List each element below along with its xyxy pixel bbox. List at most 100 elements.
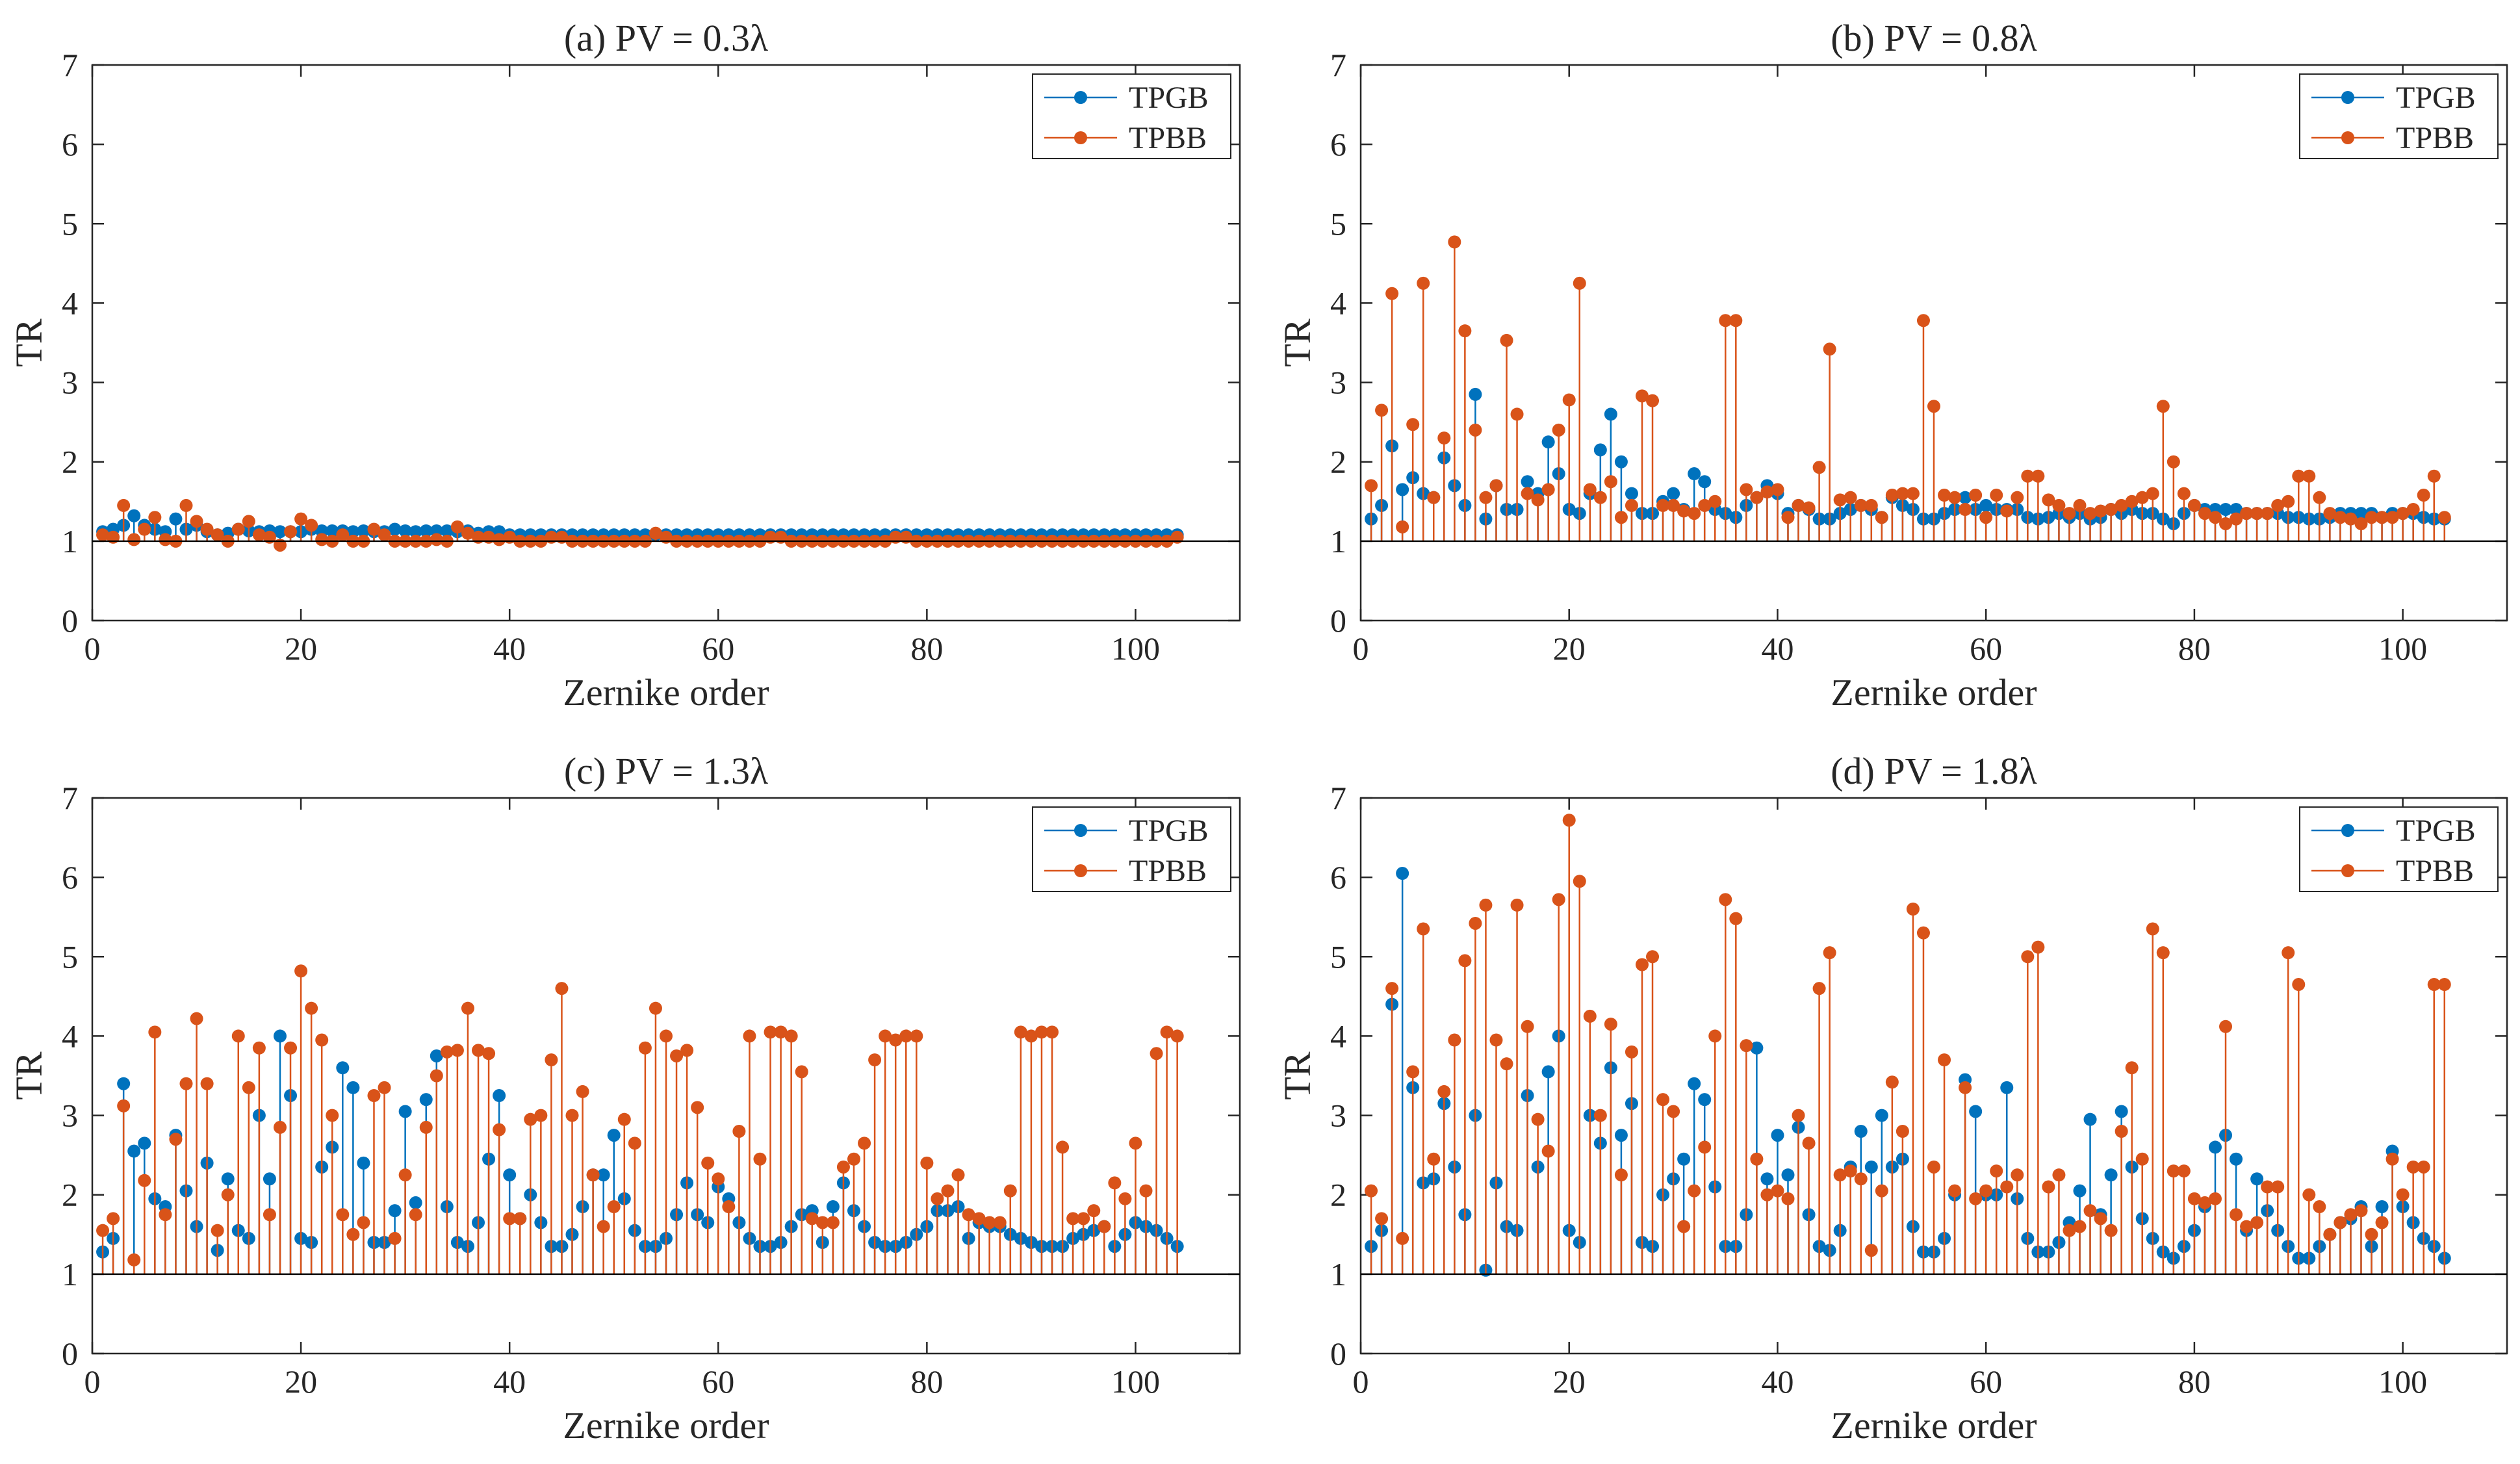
marker-tpbb — [1938, 1053, 1951, 1067]
marker-tpbb — [190, 1012, 203, 1025]
marker-tpbb — [617, 1112, 631, 1126]
marker-tpbb — [2125, 494, 2139, 508]
marker-tpbb — [910, 1029, 923, 1043]
chart-panel-0: 0 20 40 60 80 100 0 1 2 3 4 5 6 7 (a) PV = 0.3λ Zernike… — [8, 17, 1241, 713]
legend-box — [2299, 73, 2499, 159]
marker-tpbb — [1906, 903, 1920, 916]
marker-tpbb — [1823, 342, 1836, 356]
marker-tpbb — [1035, 1025, 1048, 1039]
marker-tpbb — [2375, 511, 2389, 524]
marker-tpbb — [847, 1152, 860, 1166]
marker-tpbb — [1885, 1075, 1899, 1089]
marker-tpgb — [2104, 1168, 2118, 1182]
x-tick-label: 0 — [1353, 630, 1369, 667]
marker-tpbb — [1771, 483, 1784, 496]
marker-tpbb — [2073, 498, 2087, 512]
marker-tpgb — [440, 524, 454, 537]
marker-tpgb — [826, 1200, 840, 1214]
marker-tpbb — [179, 498, 193, 512]
marker-tpgb — [2230, 1152, 2243, 1166]
marker-tpbb — [2135, 1152, 2149, 1166]
marker-tpbb — [1160, 1025, 1174, 1039]
marker-tpbb — [1708, 494, 1722, 508]
marker-tpgb — [419, 1093, 433, 1107]
marker-tpbb — [1864, 498, 1878, 512]
y-tick-label: 7 — [1330, 47, 1346, 83]
legend-box — [1032, 73, 1231, 159]
marker-tpbb — [388, 1231, 402, 1245]
marker-tpbb — [2302, 1188, 2316, 1201]
marker-tpgb — [409, 525, 422, 539]
marker-tpbb — [461, 526, 474, 540]
marker-tpbb — [2083, 1204, 2097, 1218]
x-tick-label: 80 — [910, 1363, 943, 1400]
marker-tpgb — [1593, 443, 1607, 457]
marker-tpgb — [1688, 467, 1701, 481]
marker-tpbb — [1969, 1192, 1983, 1205]
legend-swatch-marker — [2341, 91, 2354, 104]
legend-label: TPBB — [2396, 854, 2474, 888]
series-tpbb — [96, 964, 1184, 1274]
marker-tpbb — [2334, 1216, 2347, 1229]
marker-tpgb — [1969, 1105, 1983, 1118]
marker-tpbb — [2104, 503, 2118, 516]
marker-tpgb — [1469, 387, 1482, 401]
marker-tpbb — [1979, 511, 1993, 524]
marker-tpgb — [326, 524, 339, 537]
marker-tpbb — [2187, 498, 2201, 512]
marker-tpgb — [597, 1168, 610, 1182]
y-tick-label: 6 — [1330, 859, 1346, 895]
marker-tpgb — [1959, 491, 1972, 504]
marker-tpbb — [2031, 469, 2045, 483]
marker-tpbb — [1521, 487, 1534, 500]
marker-tpbb — [284, 1041, 298, 1055]
marker-tpbb — [1990, 1164, 2003, 1178]
marker-tpbb — [357, 1216, 370, 1229]
y-axis-label: TR — [1276, 318, 1318, 366]
marker-tpbb — [200, 522, 214, 536]
marker-tpbb — [1781, 511, 1795, 524]
marker-tpbb — [211, 528, 224, 542]
marker-tpbb — [1719, 314, 1732, 327]
marker-tpgb — [1979, 498, 1993, 512]
x-axis-label: Zernike order — [563, 671, 769, 713]
marker-tpbb — [2437, 978, 2451, 992]
marker-tpbb — [138, 522, 151, 536]
marker-tpbb — [1521, 1020, 1534, 1033]
marker-tpbb — [1437, 431, 1451, 445]
marker-tpbb — [1927, 1160, 1940, 1174]
marker-tpgb — [1625, 487, 1638, 500]
marker-tpgb — [221, 1172, 235, 1186]
marker-tpbb — [1802, 501, 1816, 515]
marker-tpbb — [2365, 511, 2378, 524]
marker-tpbb — [211, 1224, 224, 1237]
marker-tpgb — [1864, 1160, 1878, 1174]
legend: TPGB TPBB — [2299, 806, 2499, 892]
marker-tpbb — [169, 1133, 183, 1146]
marker-tpbb — [576, 1085, 589, 1098]
marker-tpbb — [1056, 1140, 1070, 1154]
marker-tpbb — [2250, 1216, 2264, 1229]
marker-tpbb — [2271, 498, 2285, 512]
marker-tpgb — [1396, 483, 1409, 496]
marker-tpbb — [117, 1099, 131, 1112]
marker-tpbb — [200, 1077, 214, 1090]
marker-tpbb — [242, 1081, 255, 1094]
marker-tpbb — [2323, 507, 2337, 520]
marker-tpbb — [1792, 1109, 1805, 1122]
marker-tpgb — [1677, 1152, 1691, 1166]
marker-tpbb — [503, 1212, 517, 1226]
marker-tpbb — [2417, 489, 2430, 502]
marker-tpbb — [993, 1216, 1007, 1229]
marker-tpbb — [1448, 1033, 1461, 1047]
marker-tpbb — [1667, 498, 1680, 512]
marker-tpgb — [2219, 503, 2233, 516]
marker-tpbb — [1802, 1137, 1816, 1150]
marker-tpbb — [931, 1192, 944, 1205]
marker-tpbb — [1750, 491, 1764, 504]
legend-label: TPGB — [1129, 814, 1209, 848]
x-tick-label: 60 — [1970, 1363, 2002, 1400]
marker-tpbb — [1844, 491, 1857, 504]
marker-tpbb — [1562, 393, 1576, 407]
marker-tpbb — [1003, 1184, 1017, 1198]
